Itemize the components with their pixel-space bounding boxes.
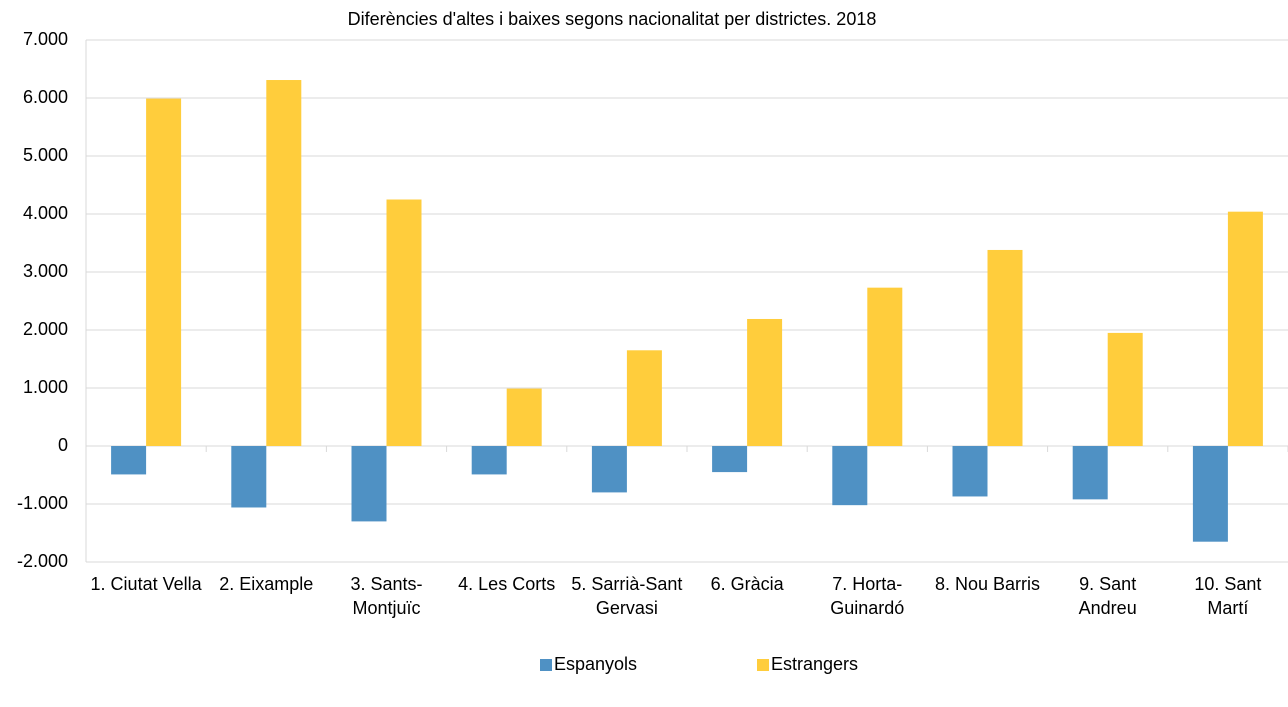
legend-swatch	[757, 659, 769, 671]
y-tick-label: -1.000	[17, 493, 68, 513]
bar	[351, 446, 387, 522]
bar	[591, 446, 627, 493]
bar	[506, 388, 542, 446]
x-tick-label: 8. Nou Barris	[934, 574, 1041, 594]
y-tick-label: 1.000	[23, 377, 68, 397]
x-tick-label: 3. Sants-Montjuïc	[350, 574, 423, 618]
y-tick-label: 6.000	[23, 87, 68, 107]
bar	[471, 446, 507, 475]
y-tick-label: 3.000	[23, 261, 68, 281]
bar	[747, 318, 783, 446]
x-tick-label: 5. Sarrià-Sant Gervasi	[571, 574, 683, 618]
legend-label: Estrangers	[771, 654, 858, 674]
legend-label: Espanyols	[554, 654, 637, 674]
bar	[712, 446, 748, 473]
chart-title: Diferències d'altes i baixes segons naci…	[348, 9, 877, 29]
y-tick-label: 4.000	[23, 203, 68, 223]
y-tick-label: 5.000	[23, 145, 68, 165]
bar	[231, 446, 267, 508]
x-tick-label: 9. Sant Andreu	[1078, 574, 1137, 618]
x-tick-label: 6. Gràcia	[710, 574, 784, 594]
bar	[1107, 332, 1143, 446]
bar	[987, 249, 1023, 446]
x-tick-label: 10. Sant Martí	[1194, 574, 1262, 618]
bar	[832, 446, 868, 506]
bar	[1227, 211, 1263, 446]
bar	[626, 350, 662, 446]
y-tick-label: 2.000	[23, 319, 68, 339]
bar	[386, 199, 422, 446]
bar	[1192, 446, 1228, 542]
bar	[867, 287, 903, 446]
x-tick-label: 1. Ciutat Vella	[90, 574, 202, 594]
y-tick-label: 0	[58, 435, 68, 455]
y-tick-label: -2.000	[17, 551, 68, 571]
bar	[146, 98, 182, 446]
legend-swatch	[540, 659, 552, 671]
bar	[266, 80, 302, 447]
x-tick-label: 7. Horta-Guinardó	[830, 574, 905, 618]
x-tick-label: 2. Eixample	[219, 574, 314, 594]
bar	[111, 446, 147, 475]
bar	[1072, 446, 1108, 500]
x-tick-label: 4. Les Corts	[458, 574, 556, 594]
bar	[952, 446, 988, 497]
y-tick-label: 7.000	[23, 29, 68, 49]
